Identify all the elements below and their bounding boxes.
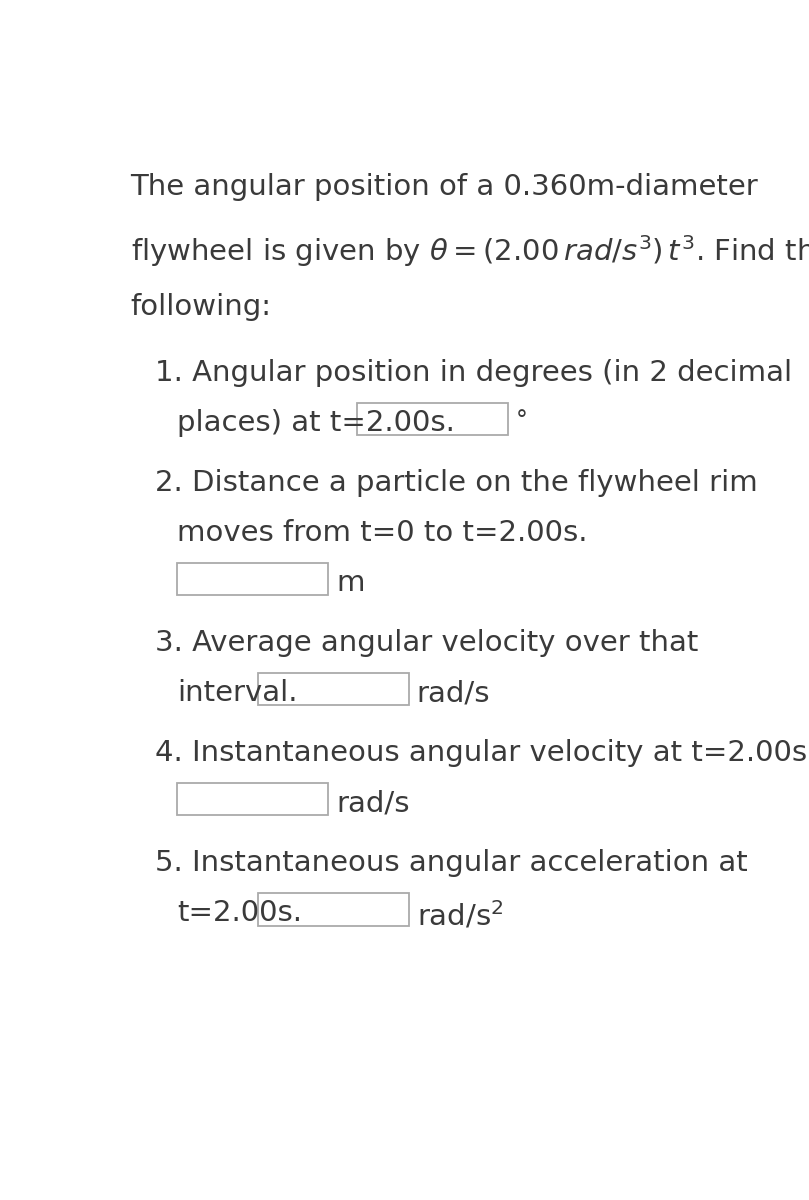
Text: rad/s$^2$: rad/s$^2$ xyxy=(417,899,503,931)
Text: m: m xyxy=(336,569,364,598)
FancyBboxPatch shape xyxy=(177,563,328,595)
FancyBboxPatch shape xyxy=(357,403,508,436)
Text: °: ° xyxy=(516,409,527,433)
Text: rad/s: rad/s xyxy=(417,679,490,707)
FancyBboxPatch shape xyxy=(177,784,328,816)
Text: flywheel is given by $\theta = (2.00\, \mathit{rad/s^3})\, t^3$. Find the: flywheel is given by $\theta = (2.00\, \… xyxy=(130,233,809,269)
Text: places) at t=2.00s.: places) at t=2.00s. xyxy=(177,409,455,437)
Text: moves from t=0 to t=2.00s.: moves from t=0 to t=2.00s. xyxy=(177,518,587,547)
Text: interval.: interval. xyxy=(177,679,298,707)
Text: 4. Instantaneous angular velocity at t=2.00s.: 4. Instantaneous angular velocity at t=2… xyxy=(155,739,809,767)
Text: 3. Average angular velocity over that: 3. Average angular velocity over that xyxy=(155,629,699,658)
FancyBboxPatch shape xyxy=(258,893,409,925)
Text: The angular position of a 0.360m-diameter: The angular position of a 0.360m-diamete… xyxy=(130,173,758,202)
Text: 1. Angular position in degrees (in 2 decimal: 1. Angular position in degrees (in 2 dec… xyxy=(155,359,793,386)
Text: rad/s: rad/s xyxy=(336,790,409,817)
Text: 2. Distance a particle on the flywheel rim: 2. Distance a particle on the flywheel r… xyxy=(155,469,758,497)
Text: following:: following: xyxy=(130,293,272,322)
Text: 5. Instantaneous angular acceleration at: 5. Instantaneous angular acceleration at xyxy=(155,850,748,877)
Text: t=2.00s.: t=2.00s. xyxy=(177,899,302,928)
FancyBboxPatch shape xyxy=(258,673,409,706)
